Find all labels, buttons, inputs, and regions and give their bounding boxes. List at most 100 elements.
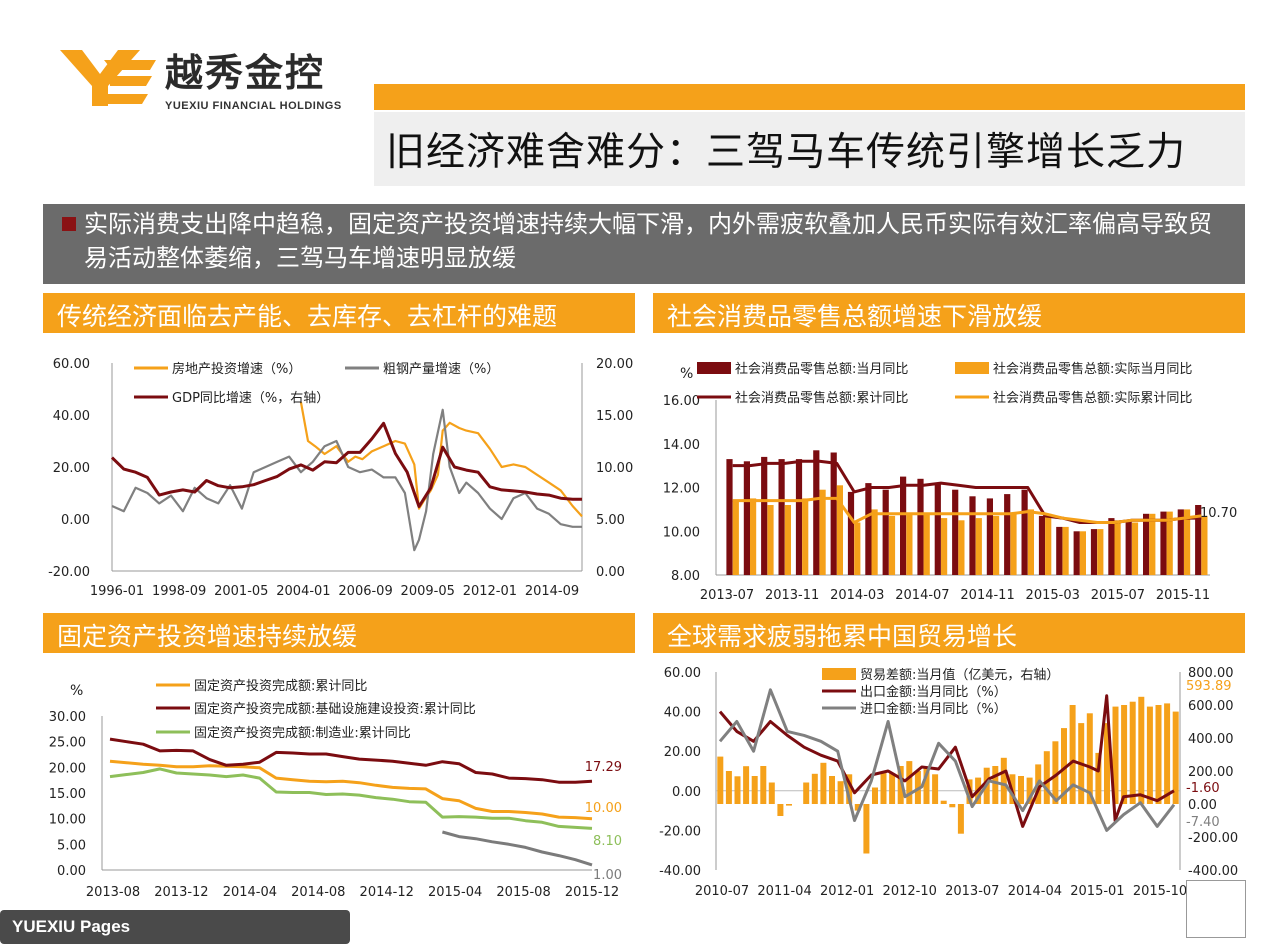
y-right-tick-2: 400.00: [1188, 732, 1234, 747]
bar-0-16: [1004, 494, 1011, 575]
series-line-3: [732, 496, 1202, 524]
y-unit-label: %: [680, 366, 693, 382]
trade-balance-bar-18: [872, 787, 878, 804]
x-tick-label: 1996-01: [90, 584, 144, 599]
brand-name-en: YUEXIU FINANCIAL HOLDINGS: [165, 100, 342, 112]
y-tick-4: 10.00: [49, 813, 86, 828]
summary-box: [43, 204, 1245, 284]
bar-1-13: [958, 520, 965, 575]
trade-balance-bar-5: [760, 766, 767, 804]
seal-stamp: [1186, 880, 1246, 938]
series-line-1: [109, 737, 593, 784]
bar-1-18: [1045, 513, 1052, 576]
trade-balance-bar-12: [820, 762, 827, 805]
bar-0-26: [1177, 509, 1184, 575]
legend-label: 社会消费品零售总额:当月同比: [735, 361, 908, 377]
section-header-2: 社会消费品零售总额增速下滑放缓: [653, 293, 1245, 333]
trade-balance-bar-10: [803, 782, 810, 804]
trade-balance-bar-11: [811, 773, 818, 804]
bar-1-14: [975, 518, 982, 575]
y-left-tick-4: -20.00: [48, 565, 90, 580]
y-tick-5: 5.00: [57, 838, 86, 853]
y-left-tick-0: 60.00: [53, 357, 90, 372]
section-title-2: 社会消费品零售总额增速下滑放缓: [667, 302, 1043, 331]
y-left-tick-5: -40.00: [659, 864, 701, 879]
bar-0-25: [1160, 511, 1167, 575]
trade-balance-bar-22: [906, 761, 913, 804]
bar-0-15: [986, 498, 993, 575]
bar-0-1: [743, 461, 750, 576]
legend-swatch: [697, 362, 731, 374]
y-tick-1: 14.00: [663, 438, 700, 453]
x-tick-label: 2014-04: [223, 885, 277, 900]
x-tick-label: 2014-04: [1008, 884, 1062, 899]
title-accent-bar: [374, 84, 1245, 110]
bar-0-11: [917, 478, 924, 576]
bar-1-20: [1079, 531, 1086, 576]
bar-1-26: [1184, 509, 1191, 575]
section-title-1: 传统经济面临去产能、去库存、去杠杆的难题: [57, 302, 558, 331]
x-tick-label: 2014-03: [830, 588, 884, 603]
y-right-tick-1: 15.00: [596, 409, 633, 424]
bar-1-6: [836, 485, 843, 575]
trade-balance-bar-44: [1095, 752, 1102, 804]
y-right-tick-3: 5.00: [596, 513, 625, 528]
bar-1-23: [1131, 522, 1139, 575]
trade-balance-bar-38: [1043, 751, 1050, 804]
y-tick-2: 20.00: [49, 761, 86, 776]
trade-balance-bar-26: [940, 800, 947, 804]
series-line-3: [441, 830, 593, 867]
trade-balance-bar-7: [777, 804, 784, 816]
trade-balance-bar-50: [1146, 706, 1153, 804]
y-right-tick-4: 0.00: [596, 565, 625, 580]
trade-balance-bar-25: [932, 774, 939, 804]
y-left-tick-2: 20.00: [664, 745, 701, 760]
x-tick-label: 2009-05: [401, 584, 455, 599]
bar-0-27: [1195, 505, 1202, 575]
trade-balance-bar-40: [1061, 728, 1067, 804]
end-value-label-0: 17.29: [585, 760, 622, 775]
x-tick-label: 2012-01: [820, 884, 874, 899]
bar-1-5: [819, 489, 826, 575]
trade-balance-bar-35: [1018, 776, 1024, 804]
x-tick-label: 2015-01: [1070, 884, 1124, 899]
legend-label: 社会消费品零售总额:实际当月同比: [993, 361, 1192, 377]
bar-1-10: [906, 513, 913, 576]
legend-label: 粗钢产量增速（%）: [383, 362, 499, 377]
legend-label: 固定资产投资完成额:累计同比: [194, 678, 367, 694]
bar-0-7: [847, 491, 855, 575]
trade-balance-bar-2: [734, 776, 741, 804]
x-tick-label: 2010-07: [695, 884, 749, 899]
x-tick-label: 2015-08: [496, 885, 550, 900]
trade-balance-bar-41: [1069, 705, 1076, 804]
bar-1-22: [1114, 520, 1121, 575]
series-line-2: [109, 767, 593, 830]
bar-1-7: [854, 522, 861, 575]
end-value-label-1: 10.00: [585, 801, 622, 816]
trade-balance-bar-48: [1129, 701, 1136, 804]
series-line-1: [718, 694, 1175, 828]
x-tick-label: 2011-04: [757, 884, 811, 899]
bar-0-18: [1038, 515, 1046, 575]
bar-1-9: [888, 515, 896, 575]
bar-0-14: [969, 496, 976, 576]
x-tick-label: 2013-12: [154, 885, 208, 900]
trade-balance-bar-47: [1121, 705, 1128, 804]
trade-balance-bar-14: [837, 781, 844, 804]
end-value-label-0: 593.89: [1186, 679, 1232, 694]
series-line-0: [109, 759, 593, 821]
x-tick-label: 1998-09: [152, 584, 206, 599]
section-header-3: 固定资产投资增速持续放缓: [43, 613, 635, 653]
legend-label: GDP同比增速（%，右轴）: [172, 391, 329, 406]
x-tick-label: 2015-03: [1026, 588, 1080, 603]
x-tick-label: 2015-10: [1133, 884, 1187, 899]
bar-0-24: [1143, 513, 1150, 576]
end-value-label-2: -7.40: [1186, 815, 1220, 830]
bar-1-15: [993, 515, 1000, 575]
end-value-label-2: 8.10: [593, 834, 622, 849]
bar-1-17: [1027, 509, 1034, 575]
x-tick-label: 2015-04: [428, 885, 482, 900]
end-value-label-3: 1.00: [593, 868, 622, 883]
trade-balance-bar-32: [992, 766, 999, 804]
